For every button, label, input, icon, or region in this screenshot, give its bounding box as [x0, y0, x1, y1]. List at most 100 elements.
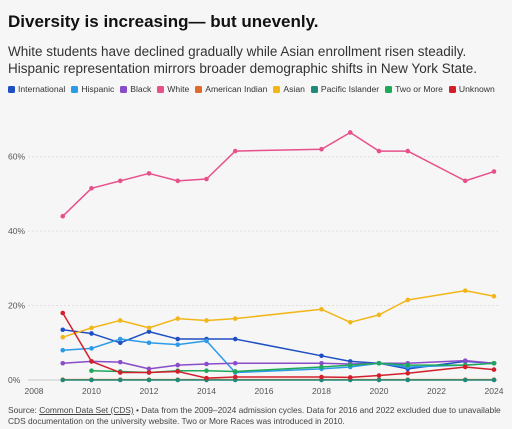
- data-point-pacific-islander: [117, 377, 123, 383]
- legend-swatch: [71, 85, 79, 93]
- data-point-unknown: [376, 373, 382, 378]
- x-tick-label: 2014: [197, 386, 216, 396]
- data-point-asian: [204, 318, 209, 323]
- legend-swatch: [273, 85, 281, 93]
- legend-label: Unknown: [458, 84, 495, 94]
- x-tick-label: 2018: [312, 386, 331, 396]
- data-point-white: [376, 148, 382, 154]
- data-point-white: [405, 148, 411, 154]
- data-point-two-or-more: [376, 360, 382, 366]
- data-point-pacific-islander: [491, 377, 497, 383]
- data-point-two-or-more: [204, 368, 209, 373]
- data-point-unknown: [462, 364, 468, 370]
- legend-label: Hispanic: [81, 84, 115, 94]
- legend-label: White: [167, 84, 190, 94]
- data-point-unknown: [175, 369, 181, 374]
- legend-item-white: White: [157, 84, 189, 94]
- y-tick-label: 60%: [8, 152, 25, 162]
- data-point-international: [175, 336, 181, 342]
- data-point-white: [89, 186, 94, 191]
- data-point-pacific-islander: [60, 377, 66, 383]
- legend-swatch: [195, 85, 203, 93]
- x-tick-label: 2008: [25, 386, 44, 396]
- legend-item-two-or-more: Two or More: [385, 84, 443, 94]
- source-text: • Data from the 2009–2024 admission cycl…: [8, 405, 501, 426]
- data-point-black: [175, 362, 181, 368]
- legend-label: Pacific Islander: [320, 84, 380, 94]
- data-point-white: [491, 169, 497, 174]
- data-point-asian: [347, 320, 353, 325]
- x-tick-label: 2024: [485, 386, 504, 396]
- data-point-black: [204, 361, 209, 367]
- data-point-asian: [117, 318, 123, 323]
- series-line-white: [62, 131, 495, 217]
- data-point-unknown: [89, 359, 94, 364]
- x-tick-label: 2022: [427, 386, 446, 396]
- data-point-unknown: [60, 310, 66, 316]
- data-point-white: [175, 178, 181, 184]
- data-point-international: [319, 353, 324, 359]
- data-point-international: [146, 329, 152, 334]
- series-line-hispanic: [62, 338, 495, 374]
- x-tick-label: 2012: [140, 386, 159, 396]
- data-point-pacific-islander: [376, 377, 382, 383]
- data-point-two-or-more: [405, 362, 411, 368]
- data-point-black: [319, 360, 324, 366]
- data-point-pacific-islander: [89, 377, 94, 383]
- legend-item-hispanic: Hispanic: [71, 84, 114, 94]
- data-point-hispanic: [117, 336, 123, 342]
- data-point-pacific-islander: [462, 377, 468, 383]
- data-point-white: [204, 176, 209, 182]
- data-point-two-or-more: [347, 362, 353, 368]
- data-point-hispanic: [175, 342, 181, 347]
- data-point-international: [232, 336, 238, 342]
- data-point-pacific-islander: [405, 377, 411, 383]
- data-point-white: [117, 178, 123, 184]
- data-point-asian: [232, 316, 238, 321]
- legend-label: Black: [130, 84, 152, 94]
- y-tick-label: 0%: [8, 375, 21, 385]
- legend-swatch: [310, 85, 318, 93]
- data-point-hispanic: [60, 347, 66, 353]
- legend-item-unknown: Unknown: [448, 84, 495, 94]
- data-point-two-or-more: [232, 369, 238, 374]
- legend-item-pacific-islander: Pacific Islander: [310, 84, 380, 94]
- data-point-white: [319, 146, 324, 152]
- data-point-hispanic: [204, 338, 209, 344]
- data-point-hispanic: [89, 346, 94, 351]
- source-note: Source: Common Data Set (CDS) • Data fro…: [8, 405, 508, 427]
- data-point-white: [146, 171, 152, 176]
- data-point-white: [60, 213, 66, 219]
- legend-swatch: [385, 85, 393, 93]
- data-point-black: [146, 366, 152, 372]
- legend-swatch: [120, 85, 128, 93]
- x-tick-label: 2010: [82, 386, 101, 396]
- source-link[interactable]: Common Data Set (CDS): [39, 405, 134, 415]
- source-label: Source:: [8, 405, 37, 415]
- data-point-black: [117, 359, 123, 365]
- legend-swatch: [157, 85, 165, 93]
- data-point-unknown: [204, 375, 209, 381]
- data-point-two-or-more: [491, 360, 497, 366]
- chart-legend: International Hispanic Black White American …: [8, 84, 508, 94]
- data-point-asian: [376, 312, 382, 318]
- data-point-asian: [491, 293, 497, 299]
- legend-swatch: [8, 85, 15, 93]
- legend-label: American Indian: [205, 84, 268, 94]
- legend-item-american-indian: American Indian: [195, 84, 267, 94]
- data-point-international: [60, 327, 66, 333]
- data-point-white: [347, 130, 353, 135]
- data-point-unknown: [491, 367, 497, 372]
- y-tick-label: 40%: [8, 226, 25, 236]
- data-point-international: [117, 340, 123, 346]
- data-point-two-or-more: [89, 368, 94, 373]
- data-point-white: [462, 178, 468, 184]
- series-line-asian: [62, 289, 495, 338]
- data-point-two-or-more: [319, 364, 324, 370]
- data-point-unknown: [319, 374, 324, 380]
- x-tick-label: 2016: [255, 386, 274, 396]
- data-point-black: [60, 360, 66, 366]
- legend-label: International: [18, 84, 66, 94]
- data-point-asian: [319, 306, 324, 312]
